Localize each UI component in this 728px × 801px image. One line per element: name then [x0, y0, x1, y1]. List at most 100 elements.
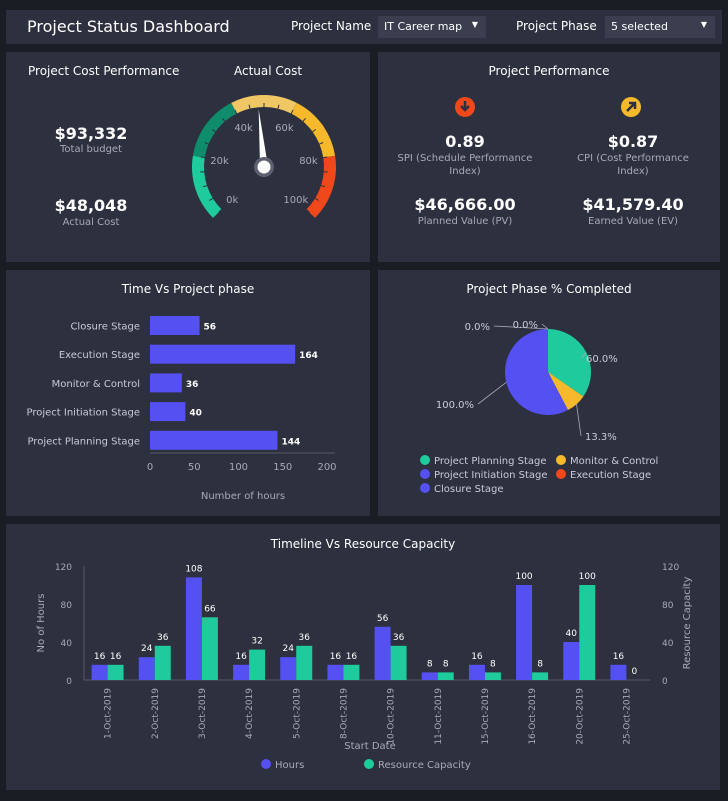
cost-title: Project Cost Performance	[28, 64, 180, 78]
pie-leader-line	[576, 404, 582, 437]
legend-marker	[420, 469, 430, 479]
gauge-tick	[248, 104, 251, 109]
x-tick-label: 1-Oct-2019	[104, 688, 114, 739]
data-label: 36	[186, 380, 199, 390]
data-label: 100	[515, 572, 532, 582]
x-tick-label: 200	[317, 462, 336, 473]
y-tick-label: 0	[66, 677, 72, 687]
legend-marker	[556, 469, 566, 479]
x-tick-label: 25-Oct-2019	[622, 688, 632, 745]
legend-marker	[556, 455, 566, 465]
bar-hours	[327, 664, 344, 680]
bar-resource-capacity	[579, 585, 596, 680]
pie-data-label: 0.0%	[465, 322, 490, 333]
gauge-tick-label: 20k	[210, 156, 229, 167]
pie-data-label: 13.3%	[585, 432, 617, 443]
header-bar: Project Status Dashboard Project Name IT…	[6, 10, 722, 44]
spi-value: 0.89	[445, 132, 485, 151]
legend-label: Hours	[275, 760, 304, 771]
gauge-tick	[234, 109, 238, 114]
gauge-band	[192, 155, 222, 218]
x-tick-label: 3-Oct-2019	[198, 688, 208, 739]
gauge-tick-label: 100k	[283, 195, 308, 206]
bar-hours	[516, 585, 533, 680]
y-tick-label: 120	[55, 563, 72, 573]
bar-resource-capacity	[437, 672, 454, 680]
gauge-tick	[222, 118, 226, 122]
x-tick-label: 2-Oct-2019	[151, 688, 161, 739]
bar-hours	[91, 664, 108, 680]
chevron-down-icon: ▼	[471, 20, 478, 29]
data-label: 16	[235, 652, 247, 662]
bar	[150, 402, 186, 422]
spi-label: SPI (Schedule Performance Index)	[397, 153, 533, 177]
x-tick-label: 0	[147, 462, 153, 473]
data-label: 8	[427, 659, 433, 669]
bar-resource-capacity	[249, 649, 266, 680]
x-tick-label: 5-Oct-2019	[292, 688, 302, 739]
legend-label: Project Initiation Stage	[434, 470, 548, 481]
legend-marker	[420, 455, 430, 465]
bar-resource-capacity	[532, 672, 549, 680]
actual-label: Actual Cost	[62, 217, 120, 228]
actual-cost-gauge: 0k 20k 40k 60k 80k 100k	[192, 95, 336, 218]
gauge-hub	[257, 160, 271, 174]
bar-hours	[610, 664, 627, 680]
pie-leader-line	[541, 323, 549, 330]
gauge-tick	[302, 118, 306, 122]
bar-resource-capacity	[343, 664, 360, 680]
x-tick-label: 50	[188, 462, 201, 473]
arrow-down-circle-icon	[455, 97, 475, 117]
x-tick-label: 8-Oct-2019	[339, 688, 349, 739]
performance-title: Project Performance	[488, 64, 610, 78]
gauge-tick	[209, 197, 214, 201]
bar-resource-capacity	[296, 645, 313, 680]
y2-tick-label: 80	[662, 601, 674, 611]
data-label: 16	[613, 652, 625, 662]
actual-value: $48,048	[54, 196, 128, 215]
legend-label: Resource Capacity	[378, 760, 471, 771]
gauge-tick	[314, 197, 319, 201]
chevron-down-icon: ▼	[700, 20, 707, 29]
x-tick-label: 20-Oct-2019	[575, 688, 585, 745]
pie-data-label: 0.0%	[513, 320, 538, 331]
bar-hours	[468, 664, 485, 680]
y2-tick-label: 40	[662, 639, 674, 649]
data-label: 8	[443, 659, 449, 669]
pie-slice	[548, 329, 591, 397]
y2-tick-label: 120	[662, 563, 679, 573]
data-label: 108	[185, 564, 202, 574]
x-axis-label: Number of hours	[201, 491, 285, 502]
gauge-tick	[200, 156, 205, 159]
phase-completed-title: Project Phase % Completed	[466, 282, 632, 296]
gauge-tick	[306, 209, 310, 213]
data-label: 24	[283, 644, 295, 654]
project-phase-label: Project Phase	[516, 19, 597, 33]
bar-hours	[233, 664, 250, 680]
bar-resource-capacity	[484, 672, 501, 680]
x-tick-label: 100	[229, 462, 248, 473]
legend-label: Execution Stage	[570, 470, 651, 481]
pie-slice	[505, 329, 569, 415]
data-label: 36	[157, 633, 169, 643]
gauge-band	[231, 95, 297, 114]
gauge-tick	[312, 128, 317, 133]
project-phase-dropdown[interactable]: 5 selected ▼	[605, 16, 715, 38]
gauge-tick	[290, 109, 294, 114]
data-label: 16	[330, 652, 342, 662]
budget-label: Total budget	[60, 144, 122, 155]
gauge-tick	[323, 156, 328, 159]
project-name-dropdown[interactable]: IT Career map ▼	[378, 16, 486, 38]
data-label: 8	[490, 659, 496, 669]
project-phase-value: 5 selected	[611, 20, 668, 33]
y-tick-label: 80	[61, 601, 73, 611]
data-label: 56	[204, 323, 217, 333]
bar	[150, 344, 296, 364]
timeline-panel: Timeline Vs Resource Capacity 0 0 40 40 80 80…	[6, 524, 720, 790]
bar-hours	[374, 626, 391, 680]
data-label: 56	[377, 614, 389, 624]
performance-panel: Project Performance 0.89 SPI (Schedule P…	[378, 52, 720, 262]
gauge-needle	[258, 109, 268, 168]
time-phase-chart: Closure Stage 56 Execution Stage 164 Monitor…	[26, 316, 337, 502]
